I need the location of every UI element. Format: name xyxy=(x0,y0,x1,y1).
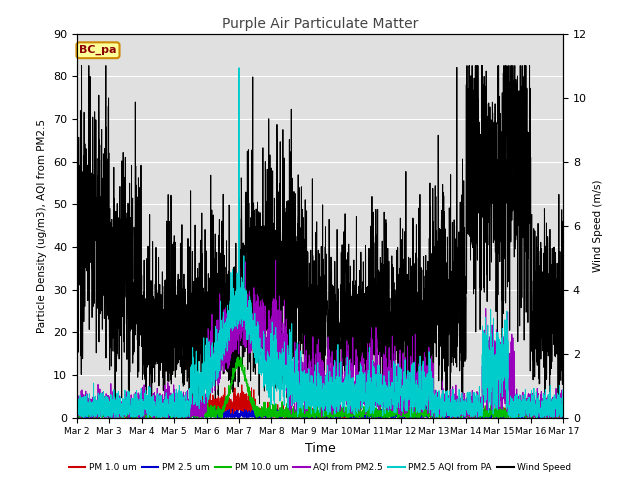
Legend: PM 1.0 um, PM 2.5 um, PM 10.0 um, AQI from PM2.5, PM2.5 AQI from PA, Wind Speed: PM 1.0 um, PM 2.5 um, PM 10.0 um, AQI fr… xyxy=(65,459,575,476)
Text: BC_pa: BC_pa xyxy=(79,45,116,55)
X-axis label: Time: Time xyxy=(305,442,335,455)
Title: Purple Air Particulate Matter: Purple Air Particulate Matter xyxy=(222,17,418,31)
Y-axis label: Wind Speed (m/s): Wind Speed (m/s) xyxy=(593,180,603,272)
Y-axis label: Particle Density (ug/m3), AQI from PM2.5: Particle Density (ug/m3), AQI from PM2.5 xyxy=(37,119,47,333)
